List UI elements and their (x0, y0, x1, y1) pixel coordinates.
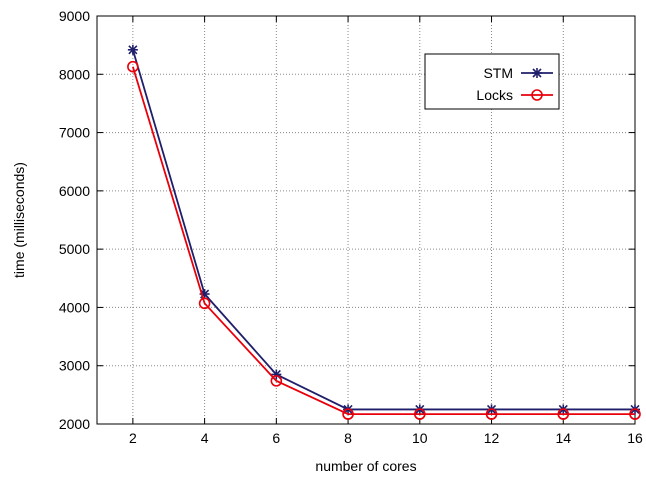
legend-marker-stm (532, 68, 542, 78)
data-point-locks (270, 375, 283, 387)
x-axis-label: number of cores (315, 458, 416, 474)
x-tick-label: 2 (129, 430, 137, 446)
y-tick-label: 8000 (59, 66, 90, 82)
y-axis-label: time (milliseconds) (11, 162, 27, 278)
data-point-locks (557, 408, 570, 420)
series-line-locks (132, 66, 635, 415)
y-tick-label: 9000 (59, 8, 90, 24)
data-point-locks (198, 297, 211, 310)
marker-stroke (532, 68, 542, 78)
data-point-locks (485, 408, 498, 420)
series-locks (127, 60, 641, 420)
series-line-stm (132, 49, 635, 411)
data-point-locks (629, 408, 641, 420)
plot-frame (96, 15, 636, 425)
marker-stroke (128, 45, 138, 55)
y-tick-label: 7000 (59, 125, 90, 141)
legend-label-stm: STM (483, 65, 513, 81)
series-group (127, 44, 641, 420)
x-tick-label: 6 (272, 430, 280, 446)
legend-label-locks: Locks (476, 87, 513, 103)
y-tick-label: 5000 (59, 241, 90, 257)
x-tick-label: 8 (344, 430, 352, 446)
y-tick-label: 3000 (59, 358, 90, 374)
data-point-locks (413, 408, 426, 420)
axis-ticks: 2000 3000 4000 5000 6000 7000 8000 9000 2 4 6 8 10 12… (59, 8, 643, 446)
data-point-locks (127, 60, 139, 73)
grid (97, 16, 635, 424)
x-tick-label: 14 (555, 430, 571, 446)
data-point-stm (127, 44, 138, 55)
data-point-locks (342, 408, 354, 420)
y-tick-label: 2000 (59, 416, 90, 432)
y-tick-label: 4000 (59, 299, 90, 315)
series-stm (127, 44, 640, 415)
x-tick-label: 16 (627, 430, 643, 446)
y-tick-label: 6000 (59, 183, 90, 199)
x-tick-label: 4 (201, 430, 209, 446)
legend-marker-locks (531, 89, 543, 101)
x-tick-label: 10 (412, 430, 428, 446)
x-tick-label: 12 (484, 430, 500, 446)
legend: STM Locks (424, 53, 560, 110)
